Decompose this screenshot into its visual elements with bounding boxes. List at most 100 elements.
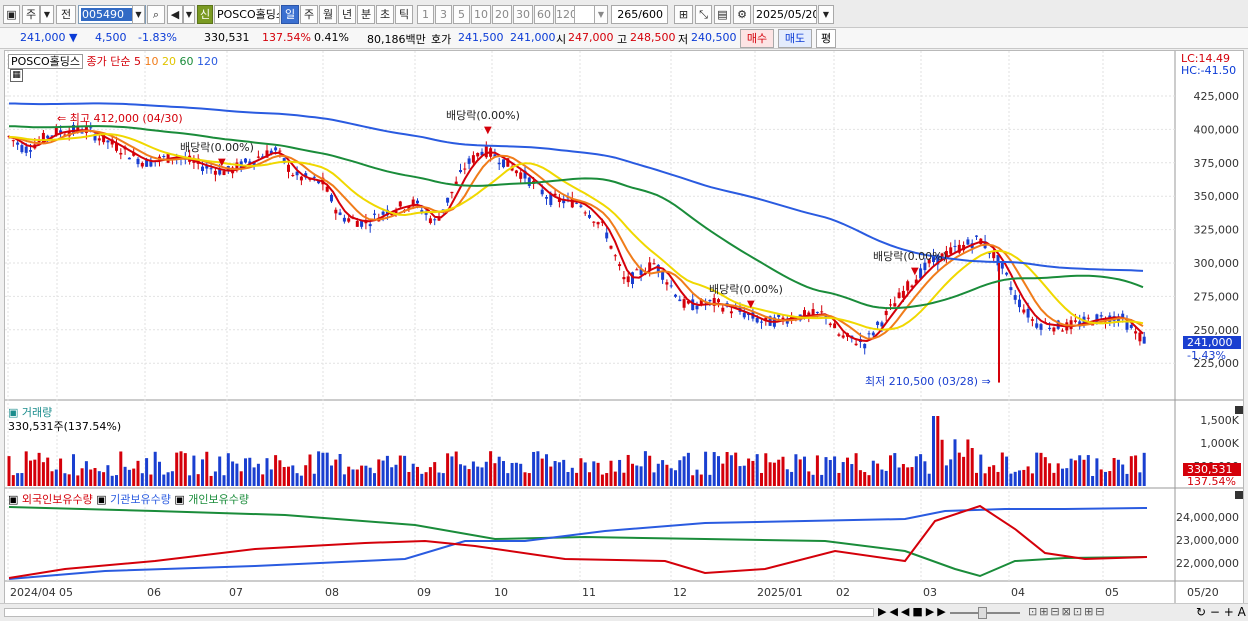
interval-1-button[interactable]: 1 — [417, 5, 434, 24]
volume-bar — [213, 471, 217, 486]
chart-svg[interactable]: 425,000 400,000 375,000 350,000 325,000 300,0… — [5, 51, 1243, 604]
type-select[interactable]: 주 — [22, 5, 40, 24]
volume-bar — [600, 474, 604, 486]
code-dropdown-icon[interactable]: ▼ — [132, 5, 145, 24]
volume-bar — [785, 469, 789, 486]
drawing-tool-icon[interactable]: ⤡ — [695, 5, 712, 24]
x-tick-label: 12 — [673, 586, 687, 599]
volume-bar — [80, 468, 84, 486]
volume-bar — [463, 465, 467, 486]
interval-3-button[interactable]: 3 — [435, 5, 452, 24]
volume-bar — [342, 474, 346, 486]
candle-body — [1005, 272, 1009, 275]
volume-bar — [987, 466, 991, 486]
chart-scrollbar[interactable]: ▶◀◀■▶▶ ⊡⊞⊟⊠⊡⊞⊟ ↻ − + A — [0, 603, 1248, 621]
volume-bar — [583, 462, 587, 486]
sell-button[interactable]: 매도 — [778, 29, 812, 48]
gear-icon[interactable]: ⚙ — [733, 5, 751, 24]
ma-line-20 — [8, 133, 1144, 331]
price-tick-label: 375,000 — [1194, 157, 1240, 170]
legend-ma-5: 5 — [133, 55, 141, 68]
period-week-button[interactable]: 주 — [300, 5, 318, 24]
zoom-slider-handle[interactable] — [978, 607, 987, 619]
volume-bar — [738, 466, 742, 486]
volume-ratio: 137.54% — [262, 31, 311, 44]
save-icon[interactable]: ▤ — [714, 5, 731, 24]
candle-body — [1121, 313, 1125, 318]
volume-bar — [824, 457, 828, 486]
volume-bar — [136, 460, 140, 486]
legend-individual: 개인보유수량 — [188, 493, 249, 506]
volume-bar — [467, 469, 471, 486]
candle-body — [424, 212, 428, 215]
series-line-institution — [8, 507, 1148, 580]
interval-10-button[interactable]: 10 — [471, 5, 491, 24]
volume-bar — [1078, 455, 1082, 486]
candle-body — [132, 152, 136, 156]
candle-body — [600, 221, 604, 223]
candle-body — [592, 221, 596, 223]
search-icon[interactable]: ⌕ — [147, 5, 165, 24]
speaker-icon[interactable]: ◀ — [167, 5, 183, 24]
date-dropdown-icon[interactable]: ▼ — [818, 5, 834, 24]
indicator-icon[interactable]: ⊞ — [674, 5, 693, 24]
date-field[interactable]: 2025/05/20 — [753, 5, 817, 24]
window-menu-icon[interactable]: ▣ — [3, 5, 20, 24]
candle-body — [540, 189, 544, 195]
period-tick-button[interactable]: 틱 — [395, 5, 413, 24]
buy-button[interactable]: 매수 — [740, 29, 774, 48]
volume-bar — [489, 451, 493, 486]
interval-60-button[interactable]: 60 — [534, 5, 554, 24]
candle-body — [975, 235, 978, 237]
stock-code-input[interactable]: 005490 — [78, 5, 146, 24]
volume-bar — [1056, 463, 1060, 486]
candle-body — [854, 343, 858, 346]
prev-button[interactable]: 전 — [56, 5, 76, 24]
price-change-pct: -1.83% — [138, 31, 177, 44]
chevron-down-icon[interactable]: ▼ — [40, 5, 54, 24]
period-month-button[interactable]: 월 — [319, 5, 337, 24]
volume-bar — [940, 439, 944, 486]
zoom-controls[interactable]: ↻ − + A — [1196, 605, 1246, 619]
x-tick-label: 08 — [325, 586, 339, 599]
volume-bar — [919, 454, 923, 486]
credit-badge[interactable]: 신 — [197, 5, 213, 24]
period-day-button[interactable]: 일 — [281, 5, 299, 24]
data-count-field[interactable]: 265/600 — [611, 5, 668, 24]
volume-bar — [729, 455, 733, 486]
volume-bar — [364, 465, 368, 486]
interval-dropdown-icon[interactable]: ▼ — [594, 5, 608, 24]
candle-body — [385, 209, 389, 216]
candle-body — [493, 154, 497, 158]
calendar-icon[interactable]: ▦ — [10, 69, 23, 82]
volume-bar — [239, 471, 243, 486]
volume-bar — [1116, 459, 1120, 486]
x-right-label: 05/20 — [1187, 586, 1219, 599]
view-tool-icons[interactable]: ⊡⊞⊟⊠⊡⊞⊟ — [1028, 605, 1107, 618]
volume-bar — [476, 466, 480, 486]
period-second-button[interactable]: 초 — [376, 5, 394, 24]
period-year-button[interactable]: 년 — [338, 5, 356, 24]
candle-body — [618, 264, 622, 267]
volume-bar — [1121, 464, 1125, 486]
evaluate-button[interactable]: 평 — [816, 29, 836, 48]
interval-120-button[interactable]: 120 — [555, 5, 577, 24]
chart-area[interactable]: 425,000 400,000 375,000 350,000 325,000 300,0… — [4, 50, 1244, 605]
candle-body — [394, 210, 398, 214]
candle-body — [1095, 314, 1099, 324]
volume-bar — [734, 452, 738, 486]
interval-30-button[interactable]: 30 — [513, 5, 533, 24]
scroll-nav-buttons[interactable]: ▶◀◀■▶▶ — [878, 605, 949, 618]
candle-body — [93, 134, 97, 141]
volume-bar — [1026, 466, 1030, 486]
volume-bar — [592, 461, 596, 486]
candle-body — [106, 140, 110, 143]
period-minute-button[interactable]: 분 — [357, 5, 375, 24]
interval-20-button[interactable]: 20 — [492, 5, 512, 24]
candle-body — [502, 159, 505, 168]
volume-bar — [927, 473, 931, 486]
speaker-dropdown-icon[interactable]: ▼ — [183, 5, 195, 24]
interval-5-button[interactable]: 5 — [453, 5, 470, 24]
scroll-track[interactable] — [4, 608, 874, 617]
candle-body — [884, 310, 888, 316]
